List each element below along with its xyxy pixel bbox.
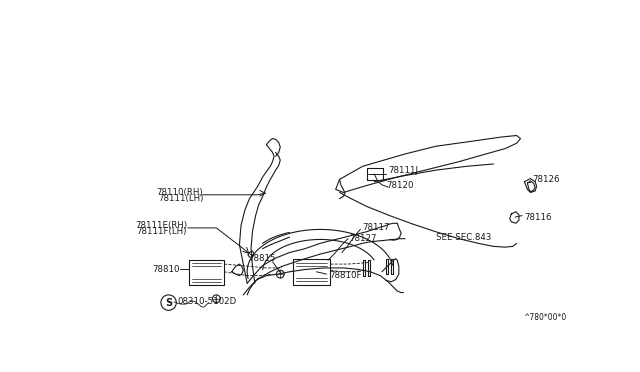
Text: S: S <box>165 298 172 308</box>
Text: 78117: 78117 <box>363 222 390 232</box>
Text: 78810: 78810 <box>153 265 180 274</box>
Text: 78111J: 78111J <box>388 166 418 174</box>
Text: 78127: 78127 <box>349 234 377 243</box>
Text: 78815: 78815 <box>248 254 276 263</box>
Text: 78111(LH): 78111(LH) <box>158 194 204 203</box>
Text: 78111E(RH): 78111E(RH) <box>135 221 187 230</box>
Text: 78116: 78116 <box>524 214 552 222</box>
Text: ^780*00*0: ^780*00*0 <box>524 314 566 323</box>
Text: 08310-5102D: 08310-5102D <box>178 296 237 305</box>
Text: 78120: 78120 <box>387 181 414 190</box>
Text: 78810F: 78810F <box>330 271 362 280</box>
Text: 78126: 78126 <box>532 175 559 184</box>
Text: SEE SEC.843: SEE SEC.843 <box>436 232 491 242</box>
Text: 78111F(LH): 78111F(LH) <box>137 227 187 236</box>
Text: 78110(RH): 78110(RH) <box>157 188 204 197</box>
